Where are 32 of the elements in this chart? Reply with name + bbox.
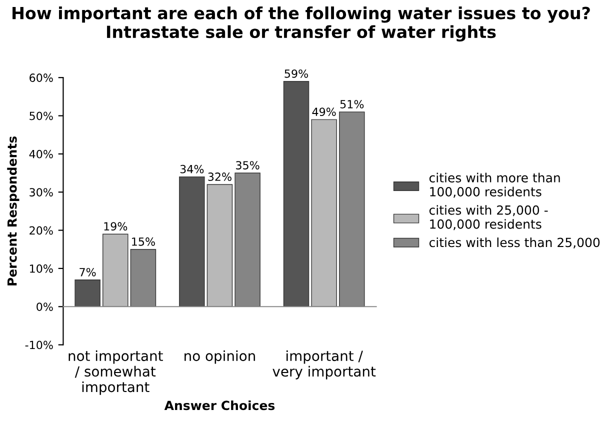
data-label: 34% bbox=[180, 164, 204, 174]
bar bbox=[283, 81, 310, 307]
chart-title: How important are each of the following water issues to you? Intrastate sale or transfer of water rights bbox=[12, 6, 590, 42]
data-label: 32% bbox=[208, 172, 232, 181]
legend-label: cities with 25,000 - 100,000 residents bbox=[429, 205, 548, 230]
data-label: 15% bbox=[132, 237, 155, 246]
y-tick-label: 0% bbox=[36, 302, 53, 312]
y-axis-title: Percent Respondents bbox=[7, 136, 20, 286]
y-tick-label: 50% bbox=[30, 112, 53, 120]
x-axis-title: Answer Choices bbox=[164, 400, 275, 410]
y-tick-label: 10% bbox=[30, 264, 53, 273]
data-label: 19% bbox=[104, 222, 128, 231]
bar bbox=[74, 280, 100, 307]
y-tick-label: -10% bbox=[25, 340, 53, 350]
data-label: 7% bbox=[80, 268, 96, 276]
legend-label: cities with more than 100,000 residents bbox=[429, 172, 560, 198]
bar bbox=[311, 119, 337, 307]
bar bbox=[179, 176, 205, 307]
data-label: 49% bbox=[312, 108, 336, 116]
x-tick-label: important / very important bbox=[272, 350, 376, 380]
data-label: 51% bbox=[340, 100, 364, 108]
y-tick-label: 20% bbox=[30, 226, 53, 235]
y-tick-label: 30% bbox=[30, 188, 53, 196]
y-tick-label: 40% bbox=[29, 150, 53, 158]
x-tick-label: not important / somewhat important bbox=[68, 350, 163, 395]
bar bbox=[206, 184, 233, 307]
legend-label: cities with less than 25,000 bbox=[429, 237, 600, 248]
x-tick-label: no opinion bbox=[184, 350, 255, 364]
data-label: 59% bbox=[284, 69, 308, 78]
y-tick-label: 60% bbox=[30, 74, 53, 82]
data-label: 35% bbox=[236, 161, 260, 170]
bar bbox=[102, 234, 128, 307]
